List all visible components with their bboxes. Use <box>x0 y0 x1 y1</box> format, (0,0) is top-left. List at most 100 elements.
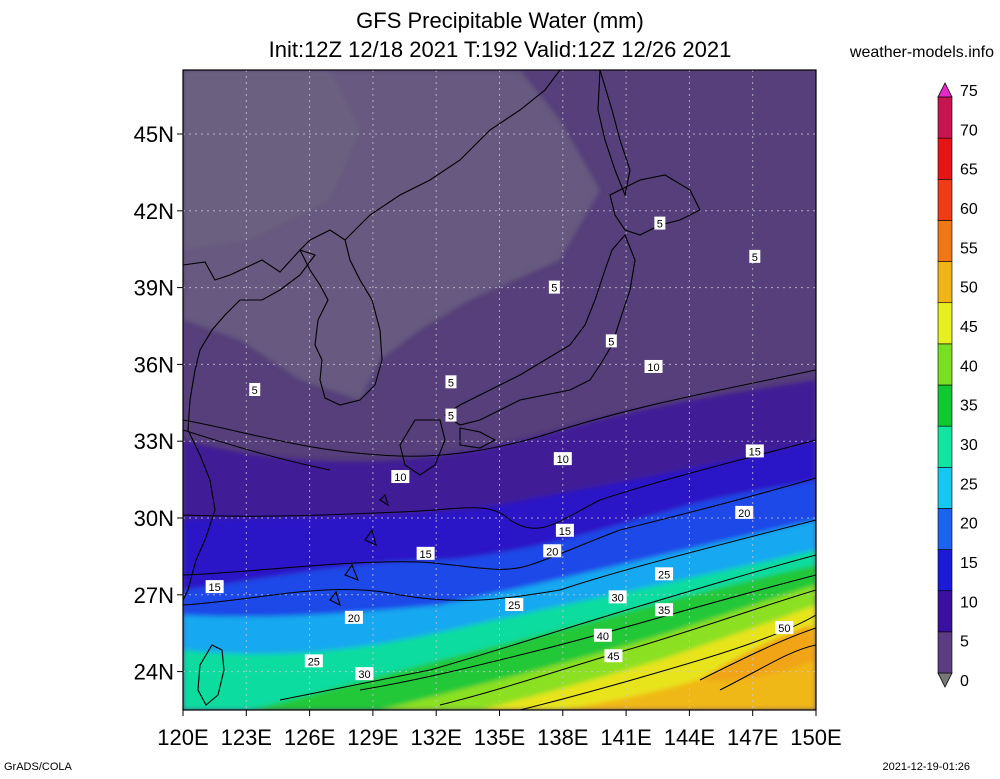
lat-tick-label: 30N <box>134 506 174 531</box>
colorbar-swatch <box>937 425 953 468</box>
lat-tick-label: 42N <box>134 199 174 224</box>
colorbar-swatch <box>937 343 953 386</box>
contour-label-text: 5 <box>252 385 258 397</box>
contour-label: 15 <box>416 546 435 561</box>
contour-label-box <box>735 505 754 519</box>
lon-tick-label: 141E <box>600 725 651 750</box>
colorbar-swatch <box>937 466 953 509</box>
contour-label-box <box>205 580 224 594</box>
graticule <box>183 70 816 710</box>
contour-label-box <box>745 444 764 458</box>
contour-label-text: 20 <box>738 508 750 520</box>
colorbar-swatch <box>937 508 953 550</box>
contour-label-text: 5 <box>551 283 557 295</box>
footer-software-credit: GrADS/COLA <box>4 761 72 773</box>
contour-label-box <box>304 654 323 668</box>
map-field: 5555555101010151515152020202525253030354… <box>183 70 816 710</box>
colorbar-swatch <box>937 220 953 262</box>
contour-label-box <box>604 649 623 663</box>
contour-label-box <box>593 628 612 642</box>
colorbar-label: 75 <box>960 83 978 100</box>
contour-label-box <box>445 408 457 422</box>
colorbar-label: 50 <box>960 280 978 297</box>
contour-label-box <box>644 359 663 373</box>
contour-label-box <box>655 567 674 581</box>
contour-label-text: 40 <box>597 631 609 643</box>
contour-label: 50 <box>775 621 794 635</box>
contour-label-box <box>416 546 435 560</box>
colorbar-swatch <box>937 178 953 221</box>
colorbar-label: 10 <box>960 594 978 611</box>
contour-label: 20 <box>735 505 754 520</box>
colorbar-swatch <box>937 549 953 592</box>
map-title: GFS Precipitable Water (mm) <box>356 8 644 33</box>
contour-label-text: 15 <box>420 549 432 561</box>
contour-label-text: 10 <box>647 362 659 374</box>
colorbar-label: 25 <box>960 476 978 493</box>
contour-label: 35 <box>655 603 674 617</box>
contour-labels: 5555555101010151515152020202525253030354… <box>205 216 794 681</box>
contour-label-box <box>775 621 794 635</box>
lat-tick-label: 36N <box>134 352 174 377</box>
contour-label: 5 <box>548 280 560 295</box>
contour-label: 5 <box>749 249 761 264</box>
contour-label: 15 <box>745 444 764 458</box>
contour-label-box <box>344 610 363 624</box>
contour-label-box <box>654 216 666 230</box>
colorbar-label: 60 <box>960 201 978 218</box>
map-subtitle: Init:12Z 12/18 2021 T:192 Valid:12Z 12/2… <box>268 37 732 62</box>
contour-label-text: 10 <box>394 472 406 484</box>
contour-label: 30 <box>355 667 374 681</box>
contour-label-text: 5 <box>657 219 663 231</box>
colorbar-label: 5 <box>960 634 969 651</box>
lon-tick-label: 123E <box>221 725 272 750</box>
contour-label: 25 <box>304 654 323 668</box>
longitude-axis: 120E 123E 126E 129E 132E 135E 138E 141E 144E 147E… <box>157 710 842 750</box>
contour-label: 25 <box>655 567 674 581</box>
lon-tick-label: 132E <box>411 725 462 750</box>
contour-label: 15 <box>205 580 224 594</box>
site-credit: weather-models.info <box>849 44 994 61</box>
colorbar-swatch <box>937 137 953 180</box>
contour-label-box <box>249 383 261 396</box>
contour-label: 10 <box>553 452 572 466</box>
colorbar-swatch <box>937 672 953 688</box>
contour-label-box <box>548 280 560 294</box>
contour-label-box <box>553 452 572 466</box>
lat-tick-label: 33N <box>134 429 174 454</box>
contour-label: 25 <box>505 598 524 612</box>
lat-tick-label: 24N <box>134 660 174 685</box>
colorbar-label: 15 <box>960 555 978 572</box>
lat-tick-label: 39N <box>134 276 174 301</box>
contour-label-box <box>445 375 457 389</box>
contour-label-text: 25 <box>308 656 320 668</box>
contour-label-text: 5 <box>448 411 454 423</box>
contour-label: 5 <box>249 383 261 397</box>
lat-tick-label: 27N <box>134 583 174 608</box>
lon-tick-label: 126E <box>284 725 335 750</box>
contour-label-box <box>655 603 674 617</box>
contour-label-box <box>749 249 761 263</box>
colorbar-swatch <box>937 590 953 633</box>
colorbar-label: 35 <box>960 398 978 415</box>
contour-label-text: 15 <box>749 446 761 458</box>
lon-tick-label: 138E <box>537 725 588 750</box>
contour-label-box <box>505 598 524 612</box>
contour-label: 5 <box>605 334 617 348</box>
contour-label-text: 35 <box>658 605 670 617</box>
contour-label-text: 50 <box>778 623 790 635</box>
lon-tick-label: 120E <box>157 725 208 750</box>
colorbar-swatch <box>937 631 953 674</box>
contour-label: 45 <box>604 649 623 663</box>
contour-label-text: 15 <box>559 526 571 538</box>
contour-label: 5 <box>654 216 666 231</box>
contour-label: 10 <box>644 359 663 374</box>
contour-label-text: 10 <box>557 454 569 466</box>
latitude-axis: 45N 42N 39N 36N 33N 30N 27N 24N <box>134 122 183 685</box>
colorbar-label: 65 <box>960 162 978 179</box>
contour-label-text: 45 <box>607 651 619 663</box>
contour-label-text: 20 <box>348 613 360 625</box>
contour-label: 10 <box>391 470 410 484</box>
lon-tick-label: 135E <box>474 725 525 750</box>
